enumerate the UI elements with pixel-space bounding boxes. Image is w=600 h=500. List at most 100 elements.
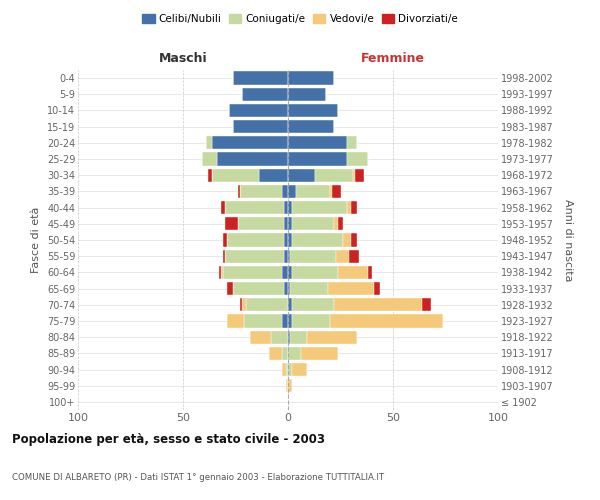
Bar	[288, 185, 296, 198]
Bar	[307, 330, 358, 344]
Bar	[208, 168, 212, 182]
Bar	[328, 282, 374, 295]
Bar	[288, 104, 338, 117]
Bar	[347, 136, 358, 149]
Bar	[223, 250, 225, 263]
Bar	[242, 298, 246, 312]
Bar	[233, 282, 284, 295]
Bar	[246, 298, 288, 312]
Bar	[284, 282, 288, 295]
Bar	[347, 201, 351, 214]
Bar	[288, 88, 326, 101]
Bar	[282, 346, 288, 360]
Bar	[284, 234, 288, 246]
Bar	[221, 266, 223, 279]
Bar	[330, 185, 332, 198]
Bar	[338, 217, 343, 230]
Bar	[288, 379, 292, 392]
Bar	[334, 217, 338, 230]
Bar	[292, 314, 330, 328]
Bar	[288, 152, 347, 166]
Bar	[269, 346, 282, 360]
Bar	[288, 201, 292, 214]
Bar	[288, 363, 292, 376]
Bar	[225, 201, 284, 214]
Bar	[288, 234, 292, 246]
Bar	[202, 152, 217, 166]
Bar	[271, 330, 288, 344]
Bar	[288, 120, 334, 134]
Bar	[353, 168, 355, 182]
Bar	[250, 330, 271, 344]
Bar	[282, 185, 288, 198]
Bar	[288, 168, 316, 182]
Bar	[227, 314, 244, 328]
Bar	[292, 217, 334, 230]
Y-axis label: Anni di nascita: Anni di nascita	[563, 198, 573, 281]
Bar	[225, 250, 284, 263]
Bar	[288, 298, 292, 312]
Bar	[229, 104, 288, 117]
Bar	[286, 379, 288, 392]
Y-axis label: Fasce di età: Fasce di età	[31, 207, 41, 273]
Bar	[301, 346, 338, 360]
Bar	[355, 168, 364, 182]
Bar	[206, 136, 212, 149]
Text: Popolazione per età, sesso e stato civile - 2003: Popolazione per età, sesso e stato civil…	[12, 432, 325, 446]
Bar	[334, 298, 422, 312]
Bar	[288, 250, 290, 263]
Bar	[223, 234, 227, 246]
Bar	[374, 282, 380, 295]
Bar	[212, 136, 288, 149]
Bar	[351, 234, 358, 246]
Bar	[288, 136, 347, 149]
Bar	[296, 185, 330, 198]
Bar	[223, 266, 282, 279]
Bar	[217, 152, 288, 166]
Bar	[233, 72, 288, 85]
Bar	[286, 363, 288, 376]
Bar	[290, 250, 337, 263]
Bar	[284, 250, 288, 263]
Bar	[284, 201, 288, 214]
Legend: Celibi/Nubili, Coniugati/e, Vedovi/e, Divorziati/e: Celibi/Nubili, Coniugati/e, Vedovi/e, Di…	[138, 10, 462, 29]
Bar	[221, 201, 225, 214]
Bar	[343, 234, 351, 246]
Bar	[290, 330, 307, 344]
Bar	[227, 282, 233, 295]
Bar	[351, 201, 358, 214]
Bar	[284, 217, 288, 230]
Bar	[233, 120, 288, 134]
Bar	[422, 298, 431, 312]
Bar	[337, 250, 349, 263]
Bar	[292, 363, 307, 376]
Bar	[240, 298, 242, 312]
Bar	[349, 250, 359, 263]
Bar	[218, 266, 221, 279]
Bar	[332, 185, 341, 198]
Bar	[288, 346, 301, 360]
Bar	[290, 282, 328, 295]
Bar	[288, 72, 334, 85]
Bar	[292, 266, 338, 279]
Bar	[288, 282, 290, 295]
Bar	[227, 234, 284, 246]
Bar	[288, 217, 292, 230]
Bar	[338, 266, 368, 279]
Text: Femmine: Femmine	[361, 52, 425, 65]
Bar	[242, 88, 288, 101]
Bar	[244, 314, 282, 328]
Bar	[292, 234, 343, 246]
Bar	[259, 168, 288, 182]
Bar	[282, 266, 288, 279]
Bar	[347, 152, 368, 166]
Bar	[288, 266, 292, 279]
Bar	[288, 330, 290, 344]
Bar	[288, 314, 292, 328]
Text: COMUNE DI ALBARETO (PR) - Dati ISTAT 1° gennaio 2003 - Elaborazione TUTTITALIA.I: COMUNE DI ALBARETO (PR) - Dati ISTAT 1° …	[12, 473, 384, 482]
Bar	[368, 266, 372, 279]
Bar	[292, 298, 334, 312]
Bar	[238, 217, 284, 230]
Text: Maschi: Maschi	[158, 52, 208, 65]
Bar	[292, 201, 347, 214]
